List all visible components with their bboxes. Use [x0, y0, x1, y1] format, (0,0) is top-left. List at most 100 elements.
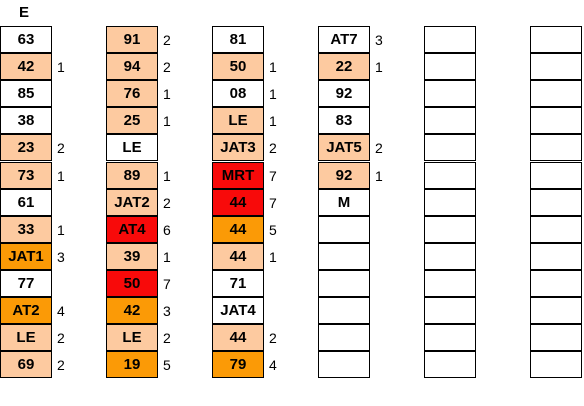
grid-cell [424, 107, 476, 134]
grid-cell: 42 [0, 53, 52, 80]
grid-cell [424, 162, 476, 189]
grid-cell-count [269, 270, 289, 297]
grid-cell [530, 26, 582, 53]
grid-cell-count: 1 [163, 248, 171, 265]
grid-cell-count [57, 26, 77, 53]
grid-cell [424, 216, 476, 243]
grid-cell-count: 2 [57, 139, 65, 156]
grid-cell-count [481, 216, 501, 243]
grid-cell-count: 5 [269, 221, 277, 238]
grid-cell-count: 3 [57, 248, 65, 265]
grid-cell: 19 [106, 351, 158, 378]
grid-cell-count: 2 [163, 329, 171, 346]
grid-cell-count [481, 189, 501, 216]
grid-cell-count: 1 [163, 85, 171, 102]
grid-cell-count [57, 80, 77, 107]
grid-cell-count: 7 [163, 275, 171, 292]
grid-cell [424, 134, 476, 161]
grid-cell [424, 324, 476, 351]
grid-cell-count [375, 351, 395, 378]
grid-cell: 91 [106, 26, 158, 53]
grid-cell-count: 2 [163, 194, 171, 211]
grid-cell [318, 351, 370, 378]
grid-cell-count [481, 107, 501, 134]
grid-cell: AT7 [318, 26, 370, 53]
grid-cell: JAT1 [0, 243, 52, 270]
grid-cell: 25 [106, 107, 158, 134]
grid-cell [530, 243, 582, 270]
grid-header-label: E [19, 4, 30, 21]
grid-cell-count: 2 [57, 329, 65, 346]
grid-cell [318, 216, 370, 243]
grid-cell-count: 1 [163, 167, 171, 184]
grid-cell [424, 80, 476, 107]
grid-cell [424, 53, 476, 80]
grid-cell [530, 189, 582, 216]
grid-cell-count [481, 162, 501, 189]
grid-cell [318, 324, 370, 351]
grid-cell-count [375, 324, 395, 351]
grid-cell: 63 [0, 26, 52, 53]
grid-cell-count [375, 297, 395, 324]
grid-cell-count: 4 [269, 356, 277, 373]
grid-cell [424, 243, 476, 270]
grid-cell-count: 1 [269, 248, 277, 265]
grid-cell: 73 [0, 162, 52, 189]
grid-cell-count: 2 [57, 356, 65, 373]
grid-cell-count [375, 189, 395, 216]
grid-cell-count [57, 107, 77, 134]
grid-cell-count: 1 [375, 167, 383, 184]
grid-cell-count [269, 26, 289, 53]
grid-cell: JAT5 [318, 134, 370, 161]
grid-cell-count: 2 [163, 58, 171, 75]
grid-cell [424, 26, 476, 53]
grid-cell: 94 [106, 53, 158, 80]
grid-cell-count: 1 [375, 58, 383, 75]
grid-cell-count: 1 [269, 58, 277, 75]
grid-cell-count: 6 [163, 221, 171, 238]
grid-cell-count [269, 297, 289, 324]
grid-cell: JAT3 [212, 134, 264, 161]
grid-cell: LE [106, 134, 158, 161]
grid-cell [530, 216, 582, 243]
grid-cell [530, 134, 582, 161]
grid-cell: 44 [212, 189, 264, 216]
grid-cell: LE [212, 107, 264, 134]
grid-cell: 50 [212, 53, 264, 80]
grid-cell-count: 3 [163, 302, 171, 319]
grid-cell [530, 107, 582, 134]
grid-cell: 92 [318, 162, 370, 189]
grid-cell-count: 2 [163, 31, 171, 48]
grid-cell [424, 189, 476, 216]
grid-cell-count [481, 26, 501, 53]
grid-cell-count [163, 134, 183, 161]
grid-cell-count [57, 270, 77, 297]
grid-cell: 39 [106, 243, 158, 270]
grid-cell: MRT [212, 162, 264, 189]
grid-cell: 08 [212, 80, 264, 107]
grid-cell-count [481, 297, 501, 324]
grid-cell: 83 [318, 107, 370, 134]
grid-cell: 44 [212, 324, 264, 351]
grid-cell [530, 80, 582, 107]
grid-cell-count: 2 [269, 139, 277, 156]
grid-cell-count [481, 351, 501, 378]
grid-cell-count [375, 270, 395, 297]
grid-cell [530, 53, 582, 80]
grid-cell [530, 270, 582, 297]
grid-cell: 33 [0, 216, 52, 243]
grid-cell-count: 1 [163, 112, 171, 129]
grid-cell [424, 270, 476, 297]
grid-cell [424, 297, 476, 324]
grid-cell-count [57, 189, 77, 216]
grid-cell [530, 351, 582, 378]
grid-cell-count: 1 [269, 112, 277, 129]
grid-cell: LE [0, 324, 52, 351]
grid-cell-count: 1 [57, 167, 65, 184]
grid-cell-count: 5 [163, 356, 171, 373]
grid-cell-count [375, 107, 395, 134]
grid-cell-count: 2 [269, 329, 277, 346]
grid-cell-count [481, 243, 501, 270]
grid-cell-count [481, 80, 501, 107]
grid-cell: 38 [0, 107, 52, 134]
